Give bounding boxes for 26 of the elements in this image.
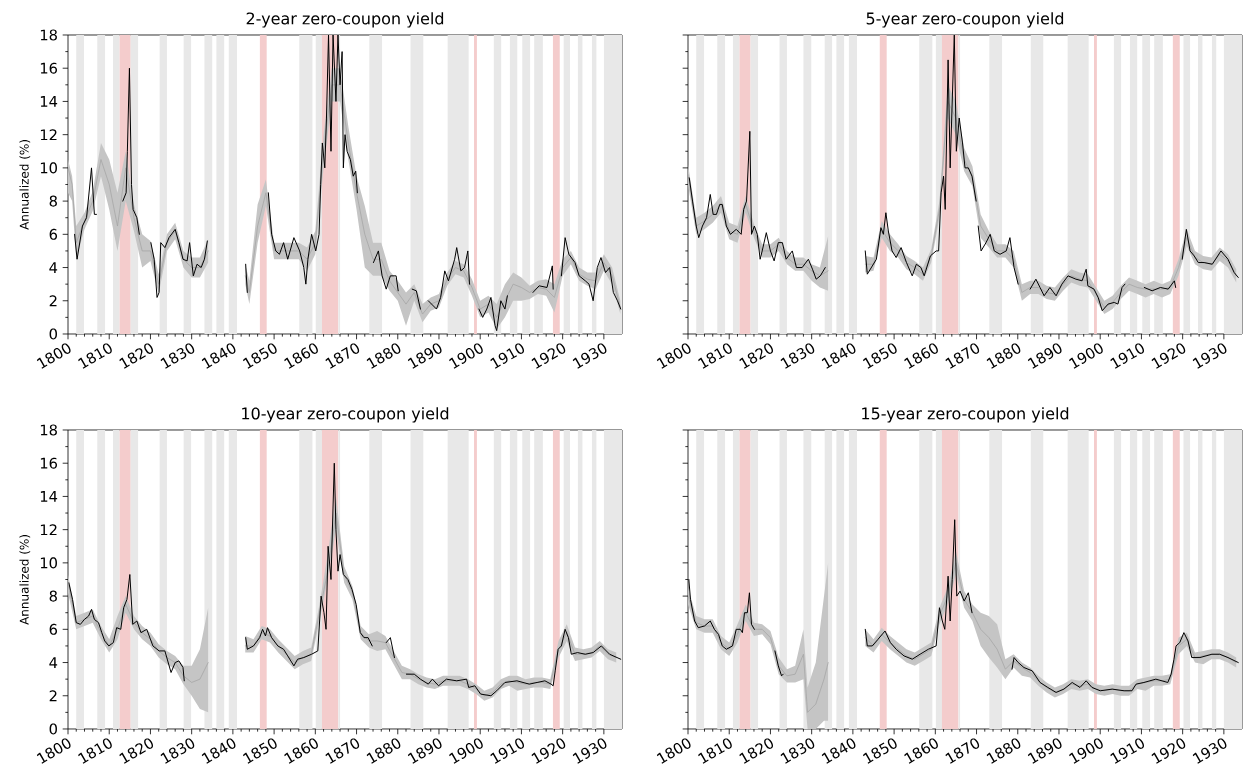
y-tick-label: 8 — [49, 195, 57, 207]
y-tick-label: 16 — [40, 457, 58, 469]
y-tick-label: 2 — [49, 295, 57, 307]
y-tick-label: 14 — [40, 96, 58, 107]
y-tick-label: 6 — [49, 228, 58, 240]
y-tick-label: 4 — [49, 262, 58, 273]
y-tick-label: 4 — [49, 657, 58, 668]
y-axis-title: Annualized (%) — [19, 535, 31, 625]
y-tick-label: 18 — [40, 424, 57, 436]
y-tick-label: 16 — [40, 62, 58, 74]
chart-title: 15-year zero-coupon yield — [862, 407, 1069, 423]
y-tick-label: 0 — [49, 328, 57, 340]
chart-title: 2-year zero-coupon yield — [246, 12, 444, 28]
y-tick-label: 10 — [40, 557, 57, 569]
y-tick-label: 18 — [40, 29, 57, 41]
chart-title: 5-year zero-coupon yield — [866, 12, 1064, 28]
y-tick-label: 6 — [49, 623, 58, 635]
chart-title: 10-year zero-coupon yield — [242, 407, 449, 423]
y-tick-label: 0 — [49, 723, 57, 735]
y-tick-label: 2 — [49, 690, 57, 702]
y-tick-label: 8 — [49, 590, 57, 602]
y-tick-label: 14 — [40, 491, 58, 502]
y-tick-label: 12 — [40, 524, 57, 536]
y-axis-title: Annualized (%) — [19, 140, 31, 230]
y-tick-label: 10 — [40, 162, 57, 174]
y-tick-label: 12 — [40, 129, 57, 141]
